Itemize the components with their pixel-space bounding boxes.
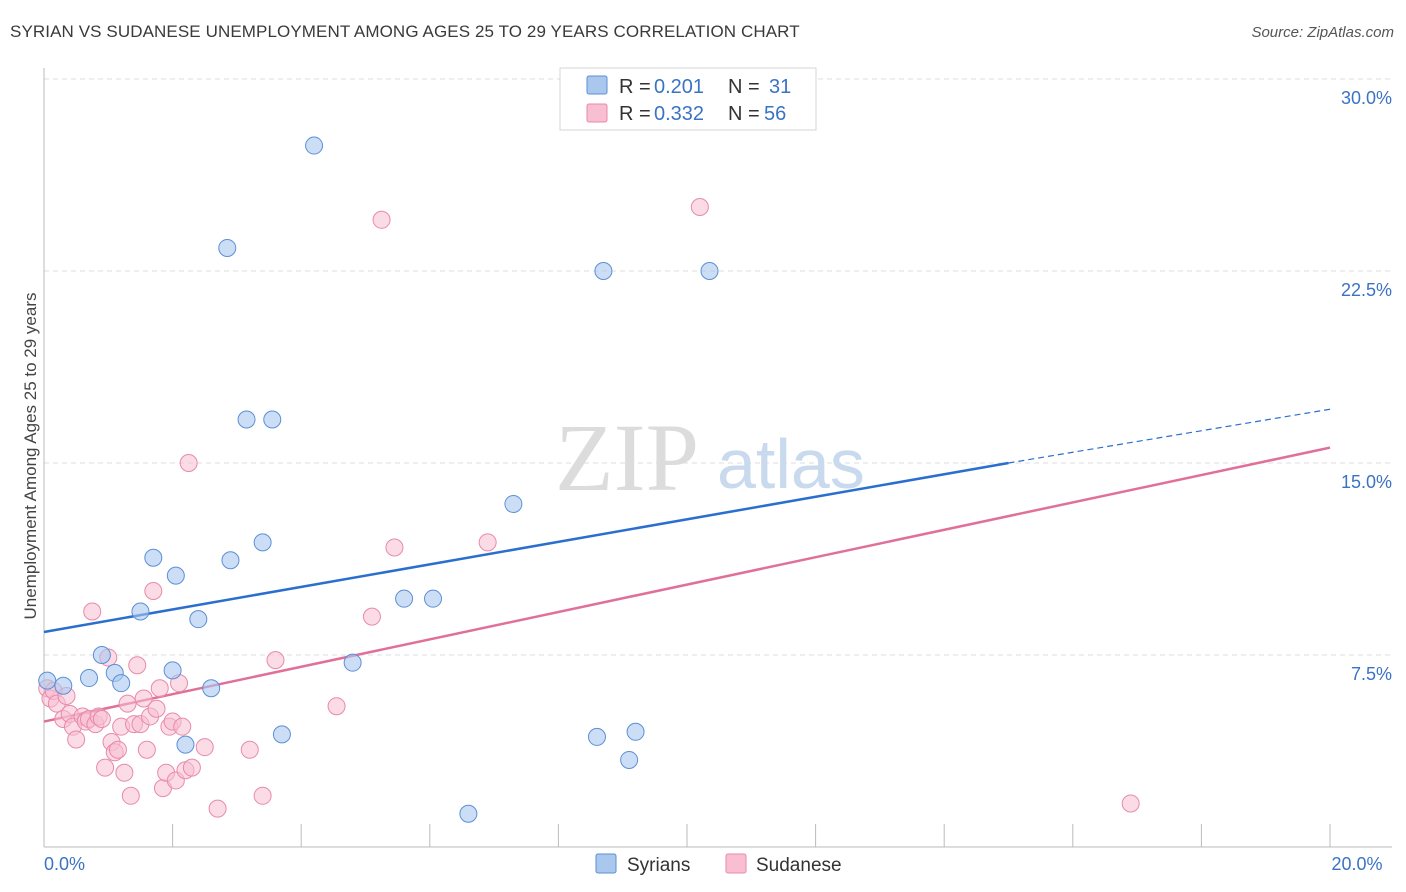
syrians-trend-extension xyxy=(1008,408,1331,464)
legend-swatch-sudanese xyxy=(586,103,608,123)
correlation-legend: R = 0.201 N = 31 R = 0.332 N = 56 xyxy=(559,67,817,131)
sudanese-point xyxy=(385,538,404,557)
series-legend: Syrians Sudanese xyxy=(595,853,842,876)
trend-layer xyxy=(43,408,1331,723)
syrians-point xyxy=(626,722,645,741)
syrians-point xyxy=(305,136,324,155)
grid-layer xyxy=(44,78,1392,656)
legend-n-label-sudanese: N = xyxy=(728,103,760,125)
legend-swatch-syrians xyxy=(586,75,608,95)
syrians-point xyxy=(92,646,111,664)
syrians-point xyxy=(38,671,57,690)
sudanese-point xyxy=(134,689,153,708)
chart-title: SYRIAN VS SUDANESE UNEMPLOYMENT AMONG AG… xyxy=(10,22,800,41)
y-tick-label: 7.5% xyxy=(1351,664,1392,684)
sudanese-point xyxy=(173,717,192,736)
syrians-point xyxy=(587,727,606,746)
legend-r-label-syrians: R = xyxy=(619,76,651,98)
bottom-legend-swatch-sudanese xyxy=(725,853,747,874)
sudanese-point xyxy=(92,710,111,728)
y-tick-label: 30.0% xyxy=(1341,88,1392,108)
watermark-zip: ZIP xyxy=(555,404,699,511)
legend-r-value-syrians: 0.201 xyxy=(654,76,704,98)
sudanese-point xyxy=(67,730,86,749)
sudanese-point xyxy=(478,533,497,552)
syrians-point xyxy=(218,238,237,257)
syrians-point xyxy=(700,262,719,280)
syrians-point xyxy=(263,410,282,429)
syrians-point xyxy=(272,725,291,744)
syrians-point xyxy=(202,679,221,698)
sudanese-point xyxy=(253,786,272,805)
syrians-point xyxy=(163,661,182,680)
syrians-point xyxy=(144,548,163,567)
sudanese-trend-line xyxy=(43,446,1331,723)
sudanese-point xyxy=(1121,794,1140,813)
chart-source: Source: ZipAtlas.com xyxy=(1251,24,1394,41)
syrians-point xyxy=(189,610,208,629)
sudanese-point xyxy=(362,607,381,626)
sudanese-point xyxy=(83,602,102,621)
legend-r-label-sudanese: R = xyxy=(619,103,651,125)
syrians-point xyxy=(424,589,443,608)
watermark: ZIP atlas xyxy=(555,404,865,511)
syrians-point xyxy=(395,589,414,608)
legend-r-value-sudanese: 0.332 xyxy=(654,103,704,125)
sudanese-point xyxy=(208,799,227,818)
syrians-point xyxy=(253,533,272,552)
sudanese-point xyxy=(96,758,115,777)
sudanese-point xyxy=(137,740,156,759)
sudanese-point xyxy=(240,740,259,759)
sudanese-point xyxy=(121,786,140,805)
sudanese-point xyxy=(195,738,214,757)
x-tick-label: 20.0% xyxy=(1331,854,1382,874)
syrians-point xyxy=(54,676,73,695)
syrians-point xyxy=(620,750,639,769)
sudanese-point xyxy=(128,656,147,675)
sudanese-point xyxy=(144,582,163,600)
syrians-point xyxy=(594,262,613,280)
syrians-point xyxy=(504,494,523,513)
bottom-legend-swatch-syrians xyxy=(595,853,617,874)
sudanese-point xyxy=(690,198,709,216)
sudanese-point xyxy=(327,697,346,716)
watermark-atlas: atlas xyxy=(717,425,865,503)
bottom-legend-label-syrians: Syrians xyxy=(627,855,690,876)
syrians-point xyxy=(237,410,256,429)
sudanese-point xyxy=(179,454,198,472)
y-tick-label: 22.5% xyxy=(1341,280,1392,300)
syrians-point xyxy=(80,669,99,688)
syrians-point xyxy=(176,735,195,754)
sudanese-point xyxy=(147,699,166,718)
bottom-legend-label-sudanese: Sudanese xyxy=(756,855,842,876)
syrians-point xyxy=(221,551,240,570)
legend-n-label-syrians: N = xyxy=(728,76,760,98)
sudanese-point xyxy=(150,679,169,698)
points-layer xyxy=(38,136,1140,823)
axis-layer: 7.5% 15.0% 22.5% 30.0% 0.0% 20.0% xyxy=(43,68,1392,874)
syrians-point xyxy=(131,602,150,621)
syrians-point xyxy=(166,566,185,585)
syrians-point xyxy=(459,804,478,823)
syrians-point xyxy=(343,653,362,672)
legend-n-value-syrians: 31 xyxy=(769,76,791,98)
sudanese-point xyxy=(115,763,134,782)
sudanese-point xyxy=(118,694,137,713)
sudanese-point xyxy=(372,210,391,229)
syrians-trend-line xyxy=(43,461,1009,634)
legend-n-value-sudanese: 56 xyxy=(764,103,786,125)
sudanese-point xyxy=(266,651,285,670)
y-tick-label: 15.0% xyxy=(1341,472,1392,492)
syrians-point xyxy=(112,674,131,693)
x-tick-label: 0.0% xyxy=(44,854,85,874)
sudanese-point xyxy=(108,740,127,759)
sudanese-point xyxy=(182,758,201,777)
